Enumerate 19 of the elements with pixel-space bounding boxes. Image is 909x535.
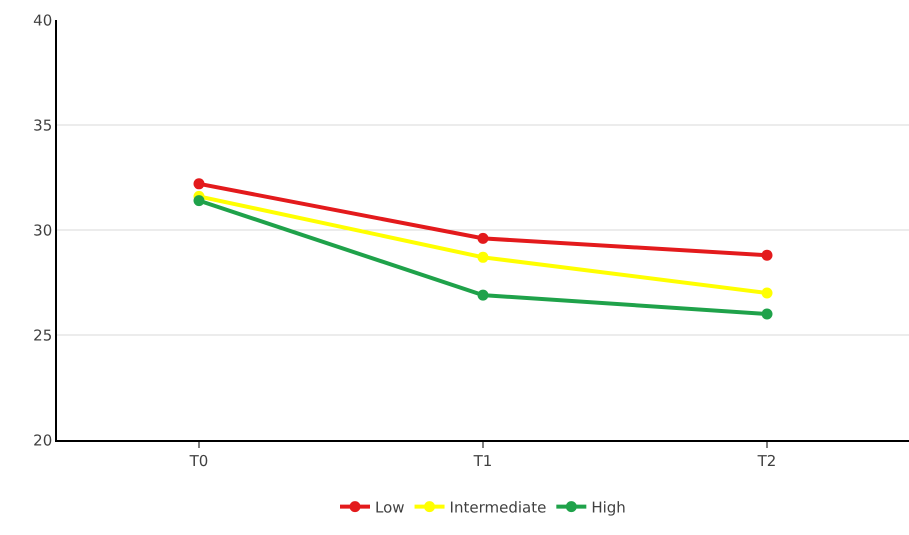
point xyxy=(478,252,488,263)
point xyxy=(194,195,204,206)
y-tick-label: 20 xyxy=(33,431,52,450)
point xyxy=(478,290,488,301)
point xyxy=(762,308,772,320)
point xyxy=(762,250,772,261)
x-tick-label: T0 xyxy=(188,452,208,470)
legend-label: High xyxy=(591,498,626,516)
legend-label: Intermediate xyxy=(450,498,546,516)
x-tick-label: T2 xyxy=(756,452,776,470)
point xyxy=(194,178,204,190)
y-tick-label: 40 xyxy=(33,11,52,30)
x-tick-label: T1 xyxy=(472,452,492,470)
y-tick-label: 25 xyxy=(33,326,52,344)
y-tick-label: 30 xyxy=(33,221,52,240)
legend-label: Low xyxy=(375,498,405,516)
y-tick-label: 35 xyxy=(33,116,52,134)
point xyxy=(478,232,488,244)
point xyxy=(762,288,772,298)
